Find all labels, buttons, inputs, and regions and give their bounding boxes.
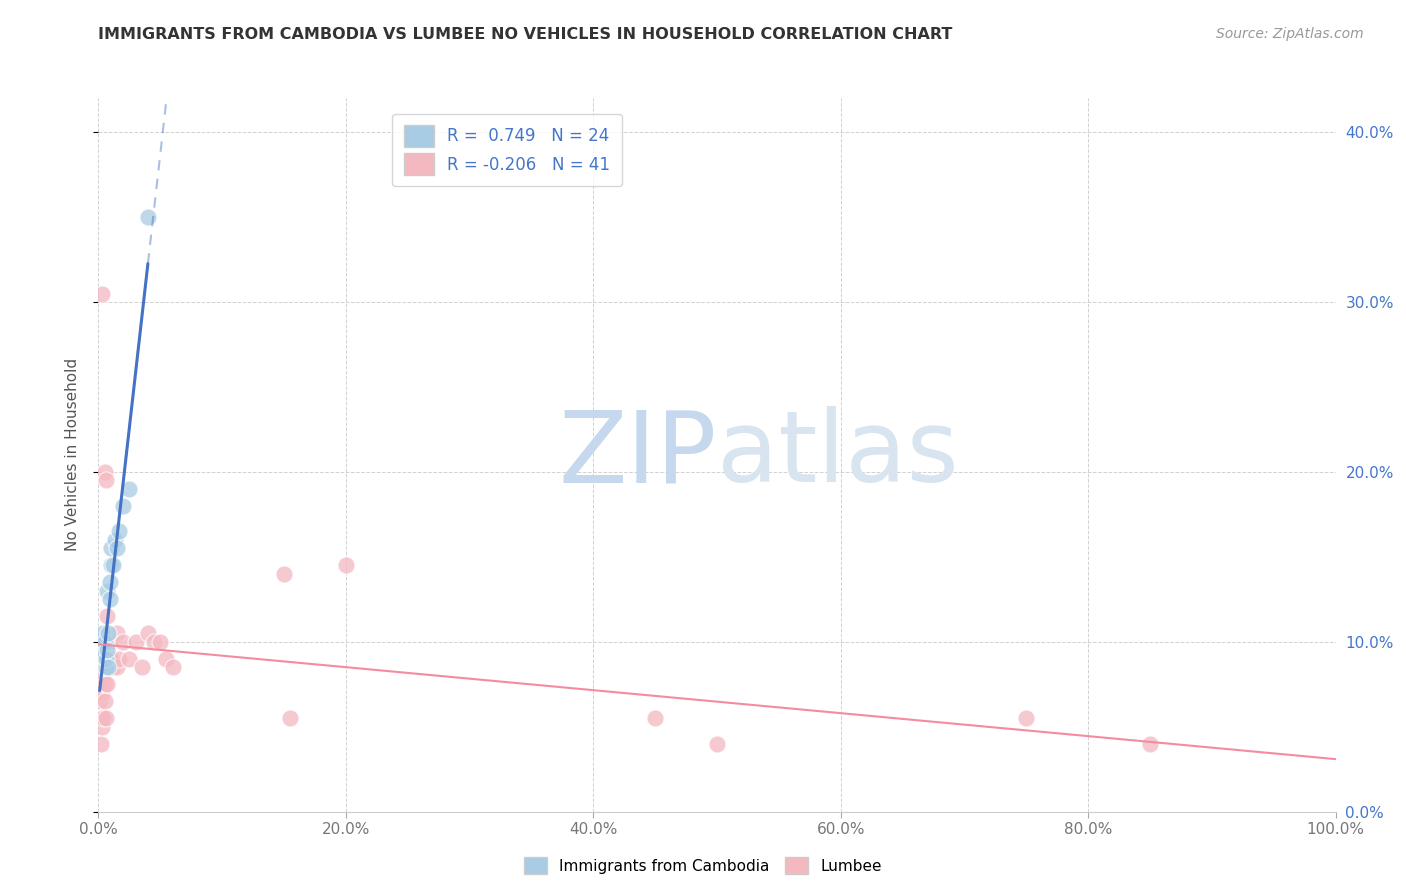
- Point: [91, 686, 114, 700]
- Point: [98, 592, 121, 607]
- Point: [118, 652, 141, 666]
- Point: [94, 652, 117, 666]
- Point: [112, 635, 135, 649]
- Point: [100, 541, 122, 556]
- Point: [96, 583, 118, 598]
- Point: [97, 635, 120, 649]
- Point: [103, 558, 125, 573]
- Point: [105, 541, 128, 556]
- Point: [93, 465, 115, 479]
- Point: [97, 626, 120, 640]
- Point: [136, 626, 159, 640]
- Point: [108, 652, 131, 666]
- Point: [1139, 737, 1161, 751]
- Point: [103, 660, 125, 674]
- Legend: Immigrants from Cambodia, Lumbee: Immigrants from Cambodia, Lumbee: [519, 851, 887, 880]
- Point: [105, 660, 128, 674]
- Point: [335, 558, 357, 573]
- Point: [93, 694, 115, 708]
- Point: [149, 635, 172, 649]
- Text: atlas: atlas: [717, 407, 959, 503]
- Point: [91, 652, 114, 666]
- Point: [644, 711, 666, 725]
- Point: [1015, 711, 1038, 725]
- Point: [100, 558, 122, 573]
- Point: [97, 660, 120, 674]
- Point: [90, 660, 112, 674]
- Point: [105, 626, 128, 640]
- Point: [90, 711, 112, 725]
- Legend: R =  0.749   N = 24, R = -0.206   N = 41: R = 0.749 N = 24, R = -0.206 N = 41: [392, 113, 621, 186]
- Point: [98, 652, 121, 666]
- Point: [155, 652, 177, 666]
- Point: [96, 677, 118, 691]
- Point: [93, 635, 115, 649]
- Point: [103, 533, 125, 547]
- Point: [96, 609, 118, 624]
- Point: [94, 474, 117, 488]
- Point: [91, 286, 114, 301]
- Point: [100, 652, 122, 666]
- Point: [98, 575, 121, 590]
- Point: [112, 499, 135, 513]
- Text: ZIP: ZIP: [558, 407, 717, 503]
- Point: [98, 635, 121, 649]
- Point: [108, 524, 131, 539]
- Point: [93, 669, 115, 683]
- Point: [96, 643, 118, 657]
- Point: [278, 711, 301, 725]
- Point: [91, 720, 114, 734]
- Point: [118, 482, 141, 496]
- Point: [93, 660, 115, 674]
- Point: [94, 660, 117, 674]
- Point: [90, 737, 112, 751]
- Point: [93, 677, 115, 691]
- Point: [94, 711, 117, 725]
- Point: [91, 643, 114, 657]
- Point: [131, 660, 153, 674]
- Point: [97, 660, 120, 674]
- Point: [273, 566, 295, 581]
- Point: [162, 660, 184, 674]
- Text: IMMIGRANTS FROM CAMBODIA VS LUMBEE NO VEHICLES IN HOUSEHOLD CORRELATION CHART: IMMIGRANTS FROM CAMBODIA VS LUMBEE NO VE…: [98, 27, 953, 42]
- Point: [94, 660, 117, 674]
- Y-axis label: No Vehicles in Household: No Vehicles in Household: [65, 359, 80, 551]
- Point: [124, 635, 146, 649]
- Point: [89, 694, 111, 708]
- Point: [93, 626, 115, 640]
- Point: [136, 210, 159, 224]
- Point: [143, 635, 166, 649]
- Point: [93, 711, 115, 725]
- Text: Source: ZipAtlas.com: Source: ZipAtlas.com: [1216, 27, 1364, 41]
- Point: [706, 737, 728, 751]
- Point: [93, 635, 115, 649]
